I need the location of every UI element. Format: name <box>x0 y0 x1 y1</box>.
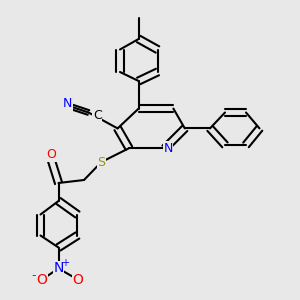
Text: O: O <box>73 274 83 287</box>
Text: N: N <box>63 97 72 110</box>
Text: O: O <box>37 274 47 287</box>
Text: N: N <box>53 262 64 275</box>
Text: +: + <box>61 258 69 268</box>
Text: C: C <box>93 109 102 122</box>
Text: O: O <box>46 148 56 161</box>
Text: S: S <box>98 155 105 169</box>
Text: -: - <box>32 269 36 283</box>
Text: N: N <box>163 142 173 155</box>
